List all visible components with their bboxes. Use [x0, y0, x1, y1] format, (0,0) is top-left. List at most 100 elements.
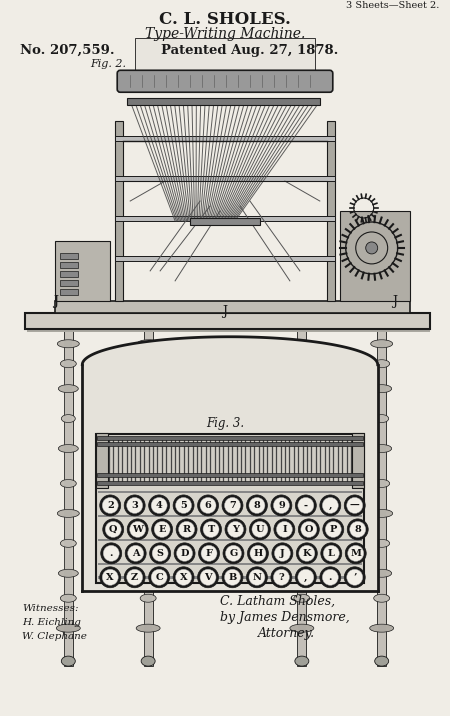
Ellipse shape	[371, 340, 393, 348]
Text: L: L	[328, 549, 335, 558]
Ellipse shape	[372, 445, 392, 453]
Text: Z: Z	[131, 573, 138, 582]
Circle shape	[322, 498, 338, 513]
Circle shape	[179, 521, 194, 537]
Text: F: F	[206, 549, 212, 558]
Circle shape	[148, 567, 170, 588]
Text: J: J	[280, 549, 285, 558]
Bar	[27, 329, 430, 332]
Bar	[98, 515, 362, 518]
Circle shape	[274, 498, 289, 513]
Circle shape	[148, 495, 170, 516]
Text: D: D	[180, 549, 189, 558]
Circle shape	[347, 569, 363, 585]
Ellipse shape	[291, 340, 313, 348]
Circle shape	[322, 569, 338, 585]
Ellipse shape	[372, 384, 392, 392]
Text: Type-Writing Machine.: Type-Writing Machine.	[145, 27, 305, 42]
Circle shape	[298, 519, 320, 540]
Ellipse shape	[138, 445, 158, 453]
Text: 6: 6	[205, 501, 211, 510]
Bar	[352, 432, 364, 488]
Ellipse shape	[290, 624, 314, 632]
Circle shape	[271, 495, 292, 516]
FancyBboxPatch shape	[117, 70, 333, 92]
Text: C. Latham Sholes,: C. Latham Sholes,	[220, 595, 335, 608]
Ellipse shape	[374, 539, 390, 547]
Circle shape	[150, 543, 171, 563]
Bar	[98, 491, 362, 493]
Bar	[25, 313, 430, 329]
Bar	[60, 280, 78, 286]
Text: B: B	[228, 573, 237, 582]
Text: Y: Y	[232, 525, 239, 534]
Ellipse shape	[58, 569, 78, 577]
Circle shape	[130, 521, 146, 537]
Circle shape	[223, 543, 244, 563]
Circle shape	[298, 498, 314, 513]
Circle shape	[274, 546, 290, 561]
Circle shape	[276, 521, 292, 537]
Circle shape	[102, 498, 118, 513]
Ellipse shape	[138, 569, 158, 577]
Text: —: —	[350, 501, 360, 510]
Circle shape	[102, 569, 118, 585]
Ellipse shape	[137, 340, 159, 348]
Text: ?: ?	[279, 573, 284, 582]
Text: No. 207,559.: No. 207,559.	[20, 44, 115, 57]
Bar	[340, 211, 410, 301]
Circle shape	[151, 569, 167, 585]
Circle shape	[176, 519, 197, 540]
Text: Fig. 3.: Fig. 3.	[206, 417, 244, 430]
Ellipse shape	[370, 624, 394, 632]
Ellipse shape	[57, 509, 79, 518]
Text: H. Eichling: H. Eichling	[22, 618, 81, 626]
Text: Fig. 2.: Fig. 2.	[90, 59, 126, 69]
Bar	[97, 435, 363, 440]
Ellipse shape	[374, 594, 390, 602]
Circle shape	[151, 498, 167, 513]
Text: E: E	[158, 525, 166, 534]
Circle shape	[124, 495, 145, 516]
Circle shape	[228, 521, 243, 537]
Circle shape	[295, 567, 316, 588]
Ellipse shape	[291, 509, 313, 518]
Text: N: N	[252, 573, 261, 582]
Bar	[297, 329, 306, 666]
Ellipse shape	[294, 539, 310, 547]
Ellipse shape	[375, 656, 389, 666]
Circle shape	[250, 546, 266, 561]
Ellipse shape	[56, 624, 80, 632]
Ellipse shape	[141, 656, 155, 666]
Circle shape	[366, 242, 378, 254]
Ellipse shape	[58, 384, 78, 392]
Text: V: V	[204, 573, 212, 582]
Text: X: X	[180, 573, 187, 582]
Ellipse shape	[140, 359, 156, 368]
Circle shape	[344, 495, 365, 516]
Bar	[55, 241, 110, 301]
Circle shape	[299, 546, 315, 561]
Circle shape	[173, 567, 194, 588]
Circle shape	[274, 569, 289, 585]
Circle shape	[345, 543, 366, 563]
Text: 3 Sheets—Sheet 2.: 3 Sheets—Sheet 2.	[346, 1, 440, 10]
Circle shape	[247, 567, 267, 588]
Ellipse shape	[61, 656, 75, 666]
Ellipse shape	[294, 594, 310, 602]
Circle shape	[222, 567, 243, 588]
Bar	[97, 481, 363, 485]
Bar	[96, 432, 108, 488]
Circle shape	[248, 543, 268, 563]
Ellipse shape	[374, 359, 390, 368]
Text: Attorney.: Attorney.	[258, 626, 315, 639]
Circle shape	[152, 519, 173, 540]
Text: G: G	[230, 549, 238, 558]
Circle shape	[298, 569, 314, 585]
Circle shape	[154, 521, 170, 537]
Text: I: I	[282, 525, 287, 534]
Circle shape	[201, 519, 221, 540]
Ellipse shape	[292, 445, 312, 453]
Circle shape	[323, 546, 339, 561]
Ellipse shape	[295, 415, 309, 422]
